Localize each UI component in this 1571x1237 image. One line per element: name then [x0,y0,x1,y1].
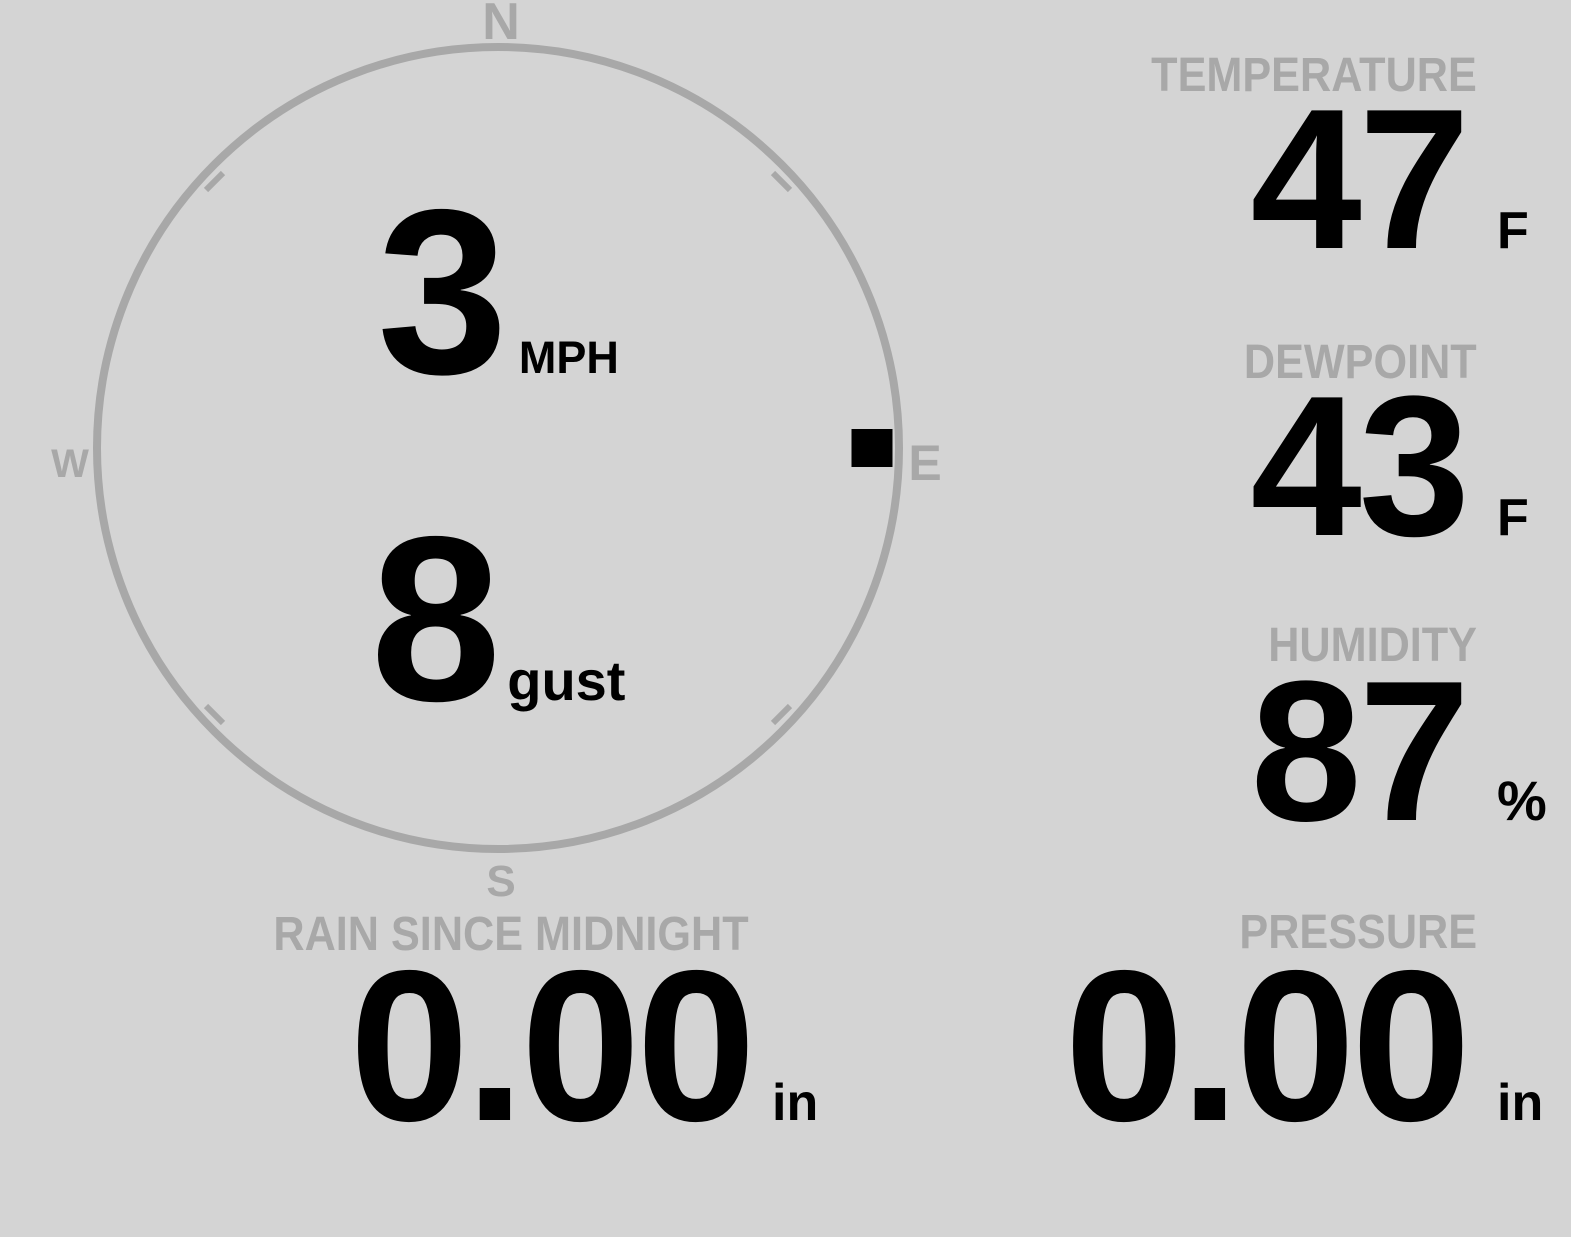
rain-since-midnight-label: RAIN SINCE MIDNIGHT [273,908,749,961]
temperature-reading: 47 F [1251,80,1557,280]
pressure-value: 0.00 [1064,925,1471,1166]
humidity-label: HUMIDITY [1268,619,1477,672]
pressure-label: PRESSURE [1239,906,1477,959]
compass-label-north: N [482,0,520,51]
wind-gust-unit: gust [507,649,626,712]
wind-speed-value: 3 [377,160,508,423]
humidity-value: 87 [1250,640,1470,863]
humidity-unit: % [1497,769,1547,832]
compass-label-east: E [908,435,942,491]
temperature-label: TEMPERATURE [1151,49,1477,102]
dewpoint-value: 43 [1250,355,1470,578]
wind-speed-unit: MPH [518,332,619,383]
rain-since-midnight-value: 0.00 [349,925,756,1166]
compass-ring [93,43,903,853]
rain-since-midnight-reading: 0.00 in [350,938,820,1153]
wind-gust-row: 8 gust [0,501,996,736]
compass-ticks [203,170,793,726]
humidity-reading: 87 % [1251,652,1557,852]
compass-label-south: S [486,857,516,906]
temperature-value: 47 [1250,68,1470,291]
wind-gust-value: 8 [370,487,502,750]
pressure-reading: 0.00 in [1065,938,1557,1153]
compass-label-west: W [51,442,89,486]
compass-rose [93,43,903,853]
wind-speed-row: 3 MPH [0,174,996,409]
dewpoint-unit: F [1497,489,1529,547]
dewpoint-label: DEWPOINT [1244,336,1477,389]
dewpoint-reading: 43 F [1251,367,1557,567]
pressure-unit: in [1497,1074,1544,1132]
wind-direction-marker [851,429,893,467]
rain-since-midnight-unit: in [772,1074,819,1132]
temperature-unit: F [1497,202,1529,260]
